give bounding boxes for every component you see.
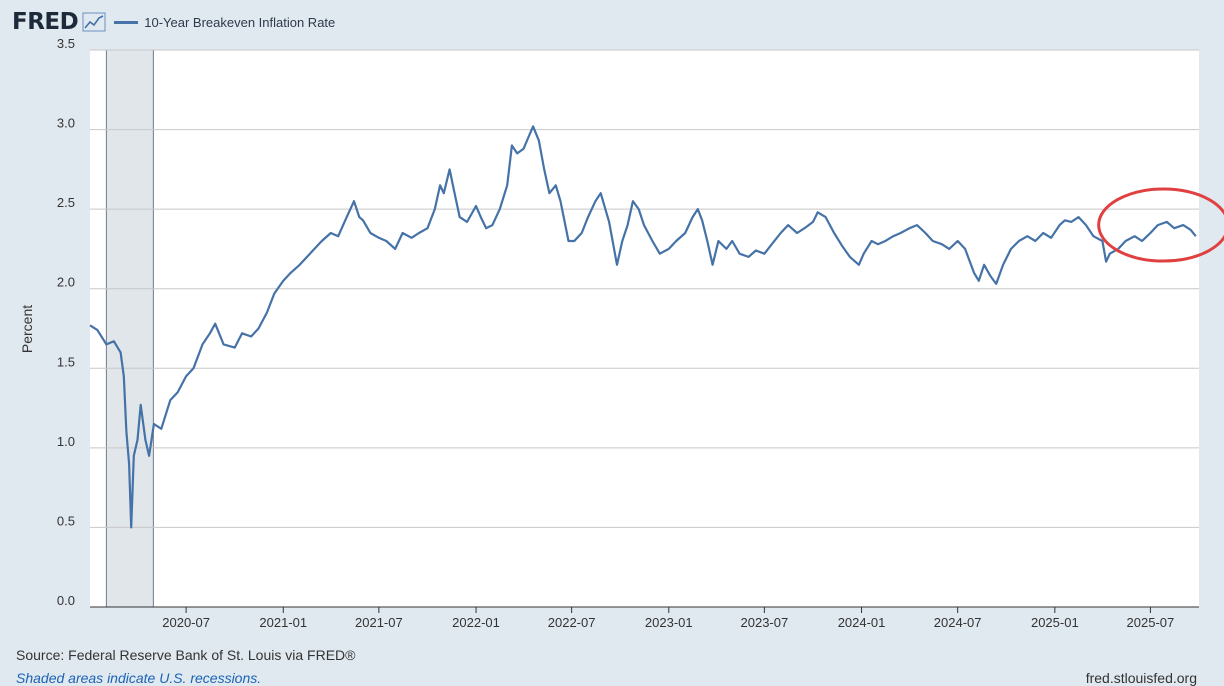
x-tick-label: 2025-01: [1031, 615, 1079, 630]
site-url[interactable]: fred.stlouisfed.org: [1085, 670, 1197, 686]
x-tick-label: 2023-01: [645, 615, 693, 630]
gridlines: [90, 49, 1199, 528]
y-tick-label: 2.5: [57, 195, 75, 210]
y-tick-label: 1.5: [57, 354, 75, 369]
fred-logo-text: FRED: [12, 9, 79, 35]
x-tick-label: 2024-01: [838, 615, 886, 630]
x-tick-label: 2022-07: [548, 615, 596, 630]
line-graph-icon: [82, 12, 106, 32]
y-tick-label: 3.5: [57, 36, 75, 51]
x-tick-label: 2020-07: [162, 615, 210, 630]
x-tick-label: 2022-01: [452, 615, 500, 630]
fred-logo[interactable]: FRED: [12, 9, 79, 35]
legend-label: 10-Year Breakeven Inflation Rate: [144, 14, 336, 30]
line-chart: 0.00.51.01.52.02.53.03.5 2020-07 2021-01 2…: [19, 36, 1224, 630]
y-tick-label: 0.5: [57, 513, 75, 528]
chart-legend: 10-Year Breakeven Inflation Rate: [114, 15, 335, 30]
series-line: [89, 125, 1197, 529]
recession-note[interactable]: Shaded areas indicate U.S. recessions.: [16, 670, 262, 686]
x-axis-ticks: 2020-07 2021-01 2021-07 2022-01 2022-07 2023-…: [162, 607, 1174, 630]
y-tick-label: 1.0: [57, 434, 75, 449]
x-tick-label: 2021-07: [355, 615, 403, 630]
source-note: Source: Federal Reserve Bank of St. Loui…: [16, 647, 356, 663]
x-tick-label: 2024-07: [934, 615, 982, 630]
highlight-ellipse: [1097, 187, 1224, 263]
chart-header: FRED 10-Year Breakeven Inflation Rate: [12, 8, 335, 36]
x-tick-label: 2023-07: [741, 615, 789, 630]
y-tick-label: 3.0: [57, 116, 75, 131]
y-axis-title: Percent: [19, 305, 35, 353]
y-tick-label: 2.0: [57, 275, 75, 290]
x-tick-label: 2025-07: [1127, 615, 1175, 630]
x-tick-label: 2021-01: [259, 615, 307, 630]
y-axis-ticks: 0.0 0.5 1.0 1.5 2.0 2.5 3.0 3.5: [57, 36, 75, 608]
legend-swatch: [114, 20, 139, 24]
recession-shading-layer: [105, 49, 154, 608]
y-tick-label: 0.0: [57, 593, 75, 608]
plot-area: [90, 50, 1199, 607]
recession-band: [105, 49, 154, 608]
